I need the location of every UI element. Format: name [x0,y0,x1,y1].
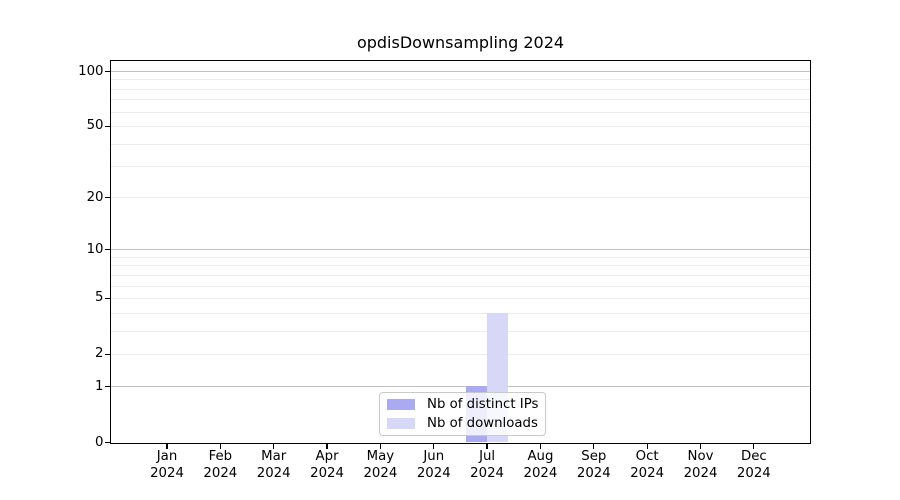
minor-gridline [111,353,810,355]
y-tick-mark [105,297,110,300]
y-tick-label: 20 [86,189,104,205]
x-tick-mark [753,444,755,449]
legend-label: Nb of downloads [427,416,538,431]
y-tick-label: 0 [95,434,104,450]
y-tick-label: 10 [86,241,104,257]
major-gridline [111,386,810,388]
y-tick-mark [105,386,110,388]
y-tick-mark [105,353,110,355]
x-tick-label: Sep 2024 [576,449,611,481]
minor-gridline [111,125,810,127]
y-tick-label: 2 [95,346,104,362]
minor-gridline [111,111,810,113]
legend: Nb of distinct IPs Nb of downloads [379,392,546,436]
minor-gridline [111,285,810,287]
x-tick-mark [646,444,648,449]
x-tick-label: Oct 2024 [630,449,665,481]
x-tick-mark [326,444,328,449]
major-gridline [111,249,810,251]
minor-gridline [111,312,810,314]
y-tick-mark [105,70,110,73]
x-tick-mark [433,444,435,449]
x-tick-label: Jun 2024 [416,449,451,481]
minor-gridline [111,88,810,90]
y-tick-mark [105,197,110,199]
y-tick-label: 50 [86,118,104,134]
x-tick-label: Jul 2024 [470,449,505,481]
y-tick-mark [105,125,110,128]
x-tick-label: Apr 2024 [310,449,344,481]
legend-label: Nb of distinct IPs [427,397,539,412]
minor-gridline [111,265,810,267]
x-tick-mark [166,444,168,449]
x-tick-mark [593,444,595,449]
legend-row: Nb of downloads [387,414,538,433]
x-tick-mark [273,444,275,449]
y-tick-mark [105,249,110,251]
minor-gridline [111,166,810,167]
minor-gridline [111,274,810,276]
minor-gridline [111,197,810,199]
y-tick-label: 1 [95,378,104,394]
y-tick-mark [105,441,110,444]
minor-gridline [111,79,810,81]
x-tick-label: Dec 2024 [736,449,771,481]
chart-title: opdisDownsampling 2024 [356,33,565,52]
x-tick-label: Feb 2024 [203,449,238,481]
minor-gridline [111,330,810,332]
x-tick-mark [486,444,488,449]
x-tick-mark [219,444,221,449]
minor-gridline [111,99,810,101]
x-tick-label: Mar 2024 [256,449,291,481]
x-tick-label: Nov 2024 [683,449,718,481]
x-tick-label: May 2024 [363,449,398,481]
minor-gridline [111,256,810,258]
x-tick-label: Aug 2024 [523,449,558,481]
major-gridline [111,71,810,73]
y-tick-label: 100 [78,63,104,79]
plot-area [110,60,811,444]
legend-swatch [387,418,415,429]
legend-row: Nb of distinct IPs [387,395,538,414]
minor-gridline [111,297,810,299]
x-tick-mark [539,444,542,449]
x-tick-mark [379,444,382,449]
x-tick-label: Jan 2024 [150,449,184,481]
x-tick-mark [699,444,702,449]
y-tick-label: 5 [95,290,104,306]
legend-swatch [387,399,415,410]
minor-gridline [111,143,810,145]
